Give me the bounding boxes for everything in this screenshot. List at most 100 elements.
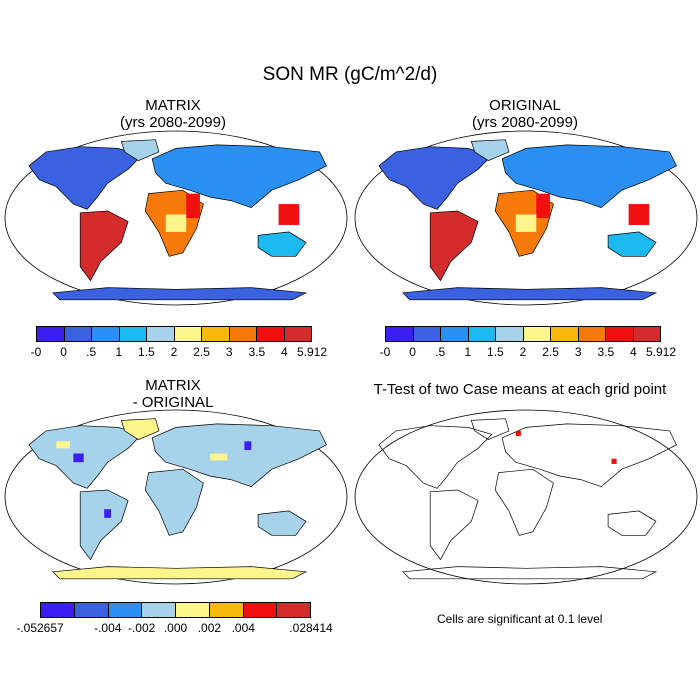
colorbar-matrix-label: 0 [60,345,67,359]
ttest-note: Cells are significant at 0.1 level [437,612,603,626]
panel-title-matrix-line1: MATRIX [145,97,201,114]
panel-title-diff: MATRIX - ORIGINAL [88,377,258,411]
colorbar-original-label: .5 [435,345,446,359]
colorbar-diff-labels: -.052657 -.004 -.002 .000 .002 .004 .028414 [16,621,332,637]
colorbar-original-label: 0 [409,345,416,359]
colorbar-original-label: 5.912 [645,345,677,359]
colorbar-matrix-label: 2.5 [193,345,210,359]
figure-title: SON MR (gC/m^2/d) [262,64,438,85]
colorbar-original-swatch [496,327,524,341]
map-ttest-greenland [470,418,510,440]
map-diff-group [4,409,348,585]
colorbar-diff-label: -.052657 [16,621,64,635]
colorbar-matrix-swatch [119,327,147,341]
colorbar-diff-swatch [74,603,109,617]
map-matrix-greenland [120,139,160,161]
hotspot-cell [628,204,650,225]
colorbar-original-labels: -0 0 .5 1 1.5 2 2.5 3 3.5 4 5.912 [380,345,676,361]
map-ttest-africa [494,468,554,536]
colorbar-diff-label: -.004 [94,621,122,635]
colorbar-original-label: -0 [379,345,391,359]
colorbar-matrix-swatch [147,327,175,341]
colorbar-diff-label: -.002 [127,621,156,635]
colorbar-diff-label: .000 [163,621,188,635]
panel-title-diff-line1: MATRIX [145,377,201,394]
map-diff-greenland [120,418,160,440]
panel-title-ttest-line1: T-Test of two Case means at each grid po… [373,381,667,398]
colorbar-matrix-label: 1 [115,345,123,359]
panel-title-original-line1: ORIGINAL [489,97,561,114]
colorbar-matrix-swatch [64,327,92,341]
panel-title-original: ORIGINAL (yrs 2080-2099) [440,97,610,131]
colorbar-diff-swatch [277,603,310,617]
map-original-antarctica [402,287,658,301]
colorbar-diff [40,602,311,618]
diff-cell [104,509,112,518]
hotspot-cell [278,204,300,225]
panel-title-ttest: T-Test of two Case means at each grid po… [345,381,695,398]
colorbar-original-swatch [551,327,579,341]
map-original-greenland [470,139,510,161]
panel-title-original-line2: (yrs 2080-2099) [472,114,578,131]
ttest-sig-cell [515,430,521,437]
band-cell [165,214,187,232]
colorbar-diff-swatch [176,603,210,617]
colorbar-matrix-label: 1.5 [138,345,155,359]
colorbar-original-label: 2 [519,345,527,359]
map-diff-antarctica [52,566,308,580]
colorbar-matrix-swatch [229,327,257,341]
hotspot-cell [536,193,550,218]
colorbar-original-swatch [413,327,441,341]
colorbar-matrix-swatch [284,327,311,341]
panel-title-matrix-line2: (yrs 2080-2099) [120,114,226,131]
colorbar-original-swatch [468,327,496,341]
colorbar-diff-swatch [142,603,176,617]
map-original-samerica [429,210,479,282]
map-ttest-australia [607,510,657,536]
band-cell [515,214,537,232]
panel-title-diff-line2: - ORIGINAL [132,394,214,411]
map-ttest-antarctica [402,566,658,580]
colorbar-matrix-swatch [202,327,230,341]
colorbar-original-label: 1.5 [487,345,504,359]
map-matrix-australia [257,231,307,257]
map-ttest-namerica [378,425,493,489]
panel-title-matrix: MATRIX (yrs 2080-2099) [88,97,258,131]
colorbar-matrix-swatch [92,327,120,341]
colorbar-original-label: 2.5 [542,345,559,359]
colorbar-matrix-swatch [257,327,285,341]
colorbar-original-swatch [578,327,606,341]
map-original-namerica [378,146,493,210]
map-original-group [354,130,698,306]
ttest-sig-cell [611,458,617,464]
colorbar-original-swatch [606,327,634,341]
colorbar-original-swatch [441,327,469,341]
map-diff-australia [257,510,307,536]
colorbar-original-swatch [523,327,551,341]
colorbar-diff-swatch [209,603,244,617]
colorbar-matrix-label: 5.912 [296,345,328,359]
map-ttest-eurasia [501,423,677,487]
diff-cell [244,441,252,451]
colorbar-original-label: 1 [464,345,472,359]
colorbar-matrix-label: 3 [225,345,233,359]
colorbar-matrix-swatch [174,327,202,341]
colorbar-diff-label: .002 [197,621,222,635]
map-original-eurasia [501,144,677,208]
colorbar-original-swatch [386,327,414,341]
colorbar-original-label: 4 [630,345,637,359]
map-matrix-samerica [79,210,129,282]
colorbar-diff-swatch [108,603,143,617]
colorbar-original [385,326,661,342]
map-diff-africa [144,468,204,536]
colorbar-original-label: 3 [574,345,582,359]
colorbar-matrix-labels: -0 0 .5 1 1.5 2 2.5 3 3.5 4 5.912 [31,345,327,361]
diff-cell [210,453,228,461]
map-ttest-group [354,409,698,585]
colorbar-diff-label: .028414 [289,621,333,635]
map-matrix-antarctica [52,287,308,301]
hotspot-cell [186,193,200,218]
colorbar-matrix-label: 3.5 [248,345,266,359]
colorbar-matrix-label: .5 [86,345,97,359]
